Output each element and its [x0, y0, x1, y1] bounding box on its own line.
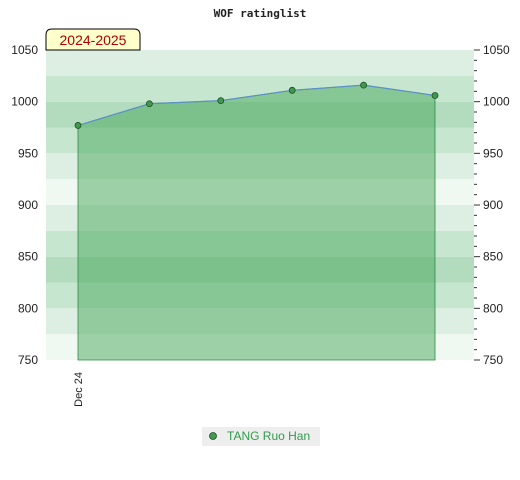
y-tick-label: 1000: [11, 95, 38, 109]
series-line: [77, 84, 436, 127]
y-tick-label: 900: [18, 198, 38, 212]
data-point: [145, 100, 153, 108]
y-tick-label-right: 950: [483, 146, 503, 160]
background-band: [46, 50, 474, 76]
legend-marker: [209, 432, 217, 440]
background-band: [46, 127, 474, 154]
x-tick-label: Dec 24: [73, 372, 85, 407]
data-point: [74, 122, 82, 129]
background-band: [46, 101, 474, 128]
legend-series-name: TANG Ruo Han: [227, 429, 310, 443]
data-point: [360, 81, 368, 89]
chart-title: WOF ratinglist: [214, 7, 307, 20]
y-tick-label: 750: [18, 353, 38, 367]
y-axis-left: 750 800 850 900 950 1000 1050: [11, 43, 38, 367]
y-tick-label: 800: [18, 301, 38, 315]
background-band: [46, 153, 474, 180]
background-band: [46, 179, 474, 205]
season-label: 2024-2025: [45, 28, 141, 51]
y-tick-label-right: 1050: [483, 43, 510, 57]
legend-box: [202, 427, 320, 446]
season-label-box: [45, 28, 141, 51]
y-tick-label-right: 800: [483, 301, 503, 315]
background-bands: [46, 50, 474, 360]
background-band: [46, 75, 474, 102]
y-tick-label-right: 900: [483, 198, 503, 212]
series-area-fill: [77, 84, 436, 361]
data-point: [431, 92, 439, 99]
y-tick-label: 1050: [11, 43, 38, 57]
y-tick-label-right: 850: [483, 250, 503, 264]
background-band: [46, 308, 474, 335]
background-band: [46, 282, 474, 309]
series-area: [74, 81, 439, 361]
background-band: [46, 230, 474, 257]
background-band: [46, 205, 474, 231]
y-tick-label-right: 750: [483, 353, 503, 367]
y-tick-label-right: 1000: [483, 95, 510, 109]
y-tick-label: 950: [18, 146, 38, 160]
background-band: [46, 334, 474, 360]
legend: TANG Ruo Han: [202, 427, 320, 446]
data-point: [288, 86, 296, 94]
x-axis: Dec 24: [73, 372, 85, 407]
y-tick-label: 850: [18, 250, 38, 264]
data-point: [217, 97, 225, 105]
season-label-text: 2024-2025: [60, 32, 127, 48]
background-band: [46, 256, 474, 283]
y-axis-right: 750 800 850 900 950 1000 1050: [474, 43, 510, 367]
